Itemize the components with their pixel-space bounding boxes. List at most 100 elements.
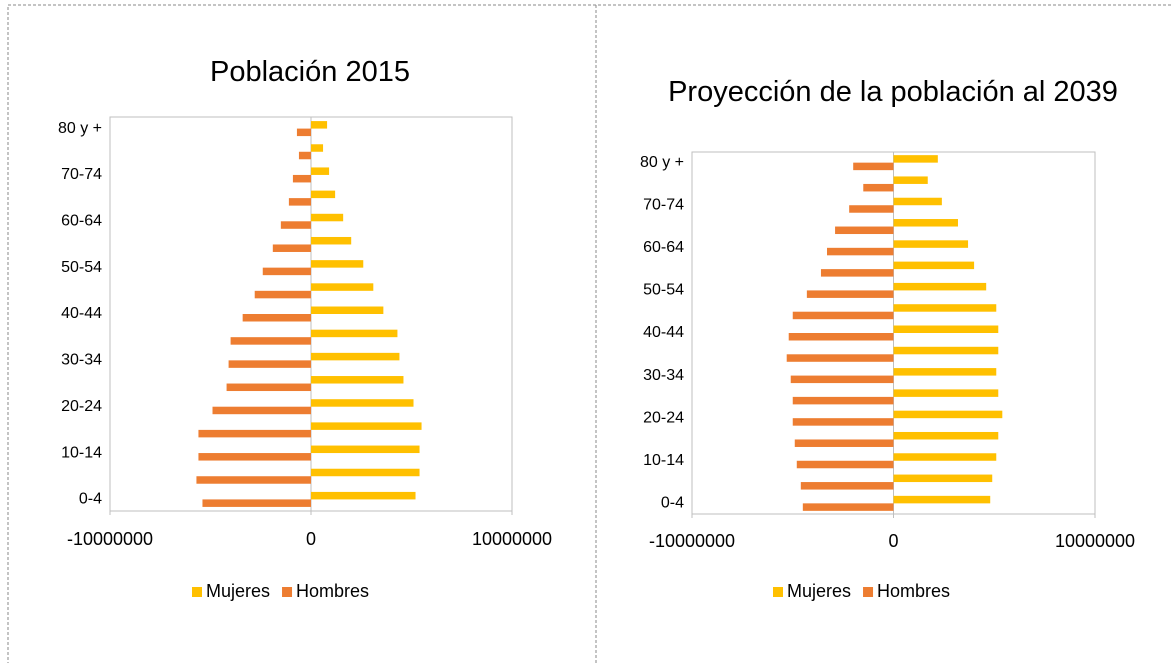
y-tick-label: 40-44 [643,324,684,341]
bar [311,491,416,500]
legend-swatch [863,587,874,597]
bar [849,205,894,213]
bar [198,453,311,461]
legend-swatch [773,587,783,597]
y-tick-label: 70-74 [643,196,684,213]
bar [893,155,938,163]
bar [254,290,311,299]
bar [228,360,311,368]
y-tick-label: 70-74 [61,166,102,183]
bar [893,219,958,227]
bar [280,221,311,229]
bar [893,261,975,270]
bar [863,183,894,192]
y-tick-label: 30-34 [643,367,684,384]
y-tick-label: 50-54 [643,282,684,299]
bar [262,267,311,276]
y-tick-label: 60-64 [61,213,102,230]
bar [230,337,311,345]
bar [292,174,311,183]
bar [893,431,999,440]
bar [311,352,400,361]
chart-title: Proyección de la población al 2039 [668,76,1118,108]
y-tick-label: 80 y + [58,120,102,137]
bar [311,399,414,407]
legend-label: Hombres [877,581,950,601]
bar [788,333,894,341]
bar [226,383,311,392]
bar [893,389,999,397]
y-tick-label: 0-4 [79,491,102,508]
bar [893,240,969,248]
legend-swatch [192,587,202,597]
bar [792,396,894,405]
y-tick-label: 0-4 [661,495,684,512]
bar [298,151,311,160]
bar [893,453,997,461]
bar [311,376,404,384]
bar [196,476,311,484]
y-tick-label: 40-44 [61,305,102,322]
bar [800,482,894,490]
bar [853,162,894,171]
y-tick-label: 80 y + [640,154,684,171]
x-tick-label: 0 [888,531,898,551]
bar [311,144,324,152]
bar [893,368,997,376]
bar [311,236,352,245]
bar [311,167,330,175]
bar [893,346,999,355]
x-tick-label: 10000000 [472,529,552,549]
bar [792,311,894,320]
bar [311,121,328,129]
bar [893,325,999,333]
page-border [7,4,1172,663]
legend-label: Mujeres [787,581,851,601]
bar [311,422,422,430]
bar [311,468,420,477]
x-tick-label: -10000000 [67,529,153,549]
y-tick-label: 10-14 [61,444,102,461]
bar [893,474,993,483]
bar [786,354,894,362]
y-tick-label: 20-24 [61,398,102,415]
bar [893,410,1003,419]
legend-swatch [282,587,293,597]
bar [212,406,311,415]
bar [311,283,374,291]
y-tick-label: 60-64 [643,239,684,256]
bar [198,429,311,438]
bar [311,306,384,314]
bar [311,329,398,338]
x-tick-label: 0 [306,529,316,549]
bar [802,503,894,511]
bar [806,290,894,298]
bar [202,499,311,507]
x-tick-label: 10000000 [1055,531,1135,551]
bar [272,244,311,252]
bar [796,460,894,469]
y-tick-label: 50-54 [61,259,102,276]
bar [893,282,987,291]
x-tick-label: -10000000 [649,531,735,551]
bar [790,375,894,384]
bar [893,197,942,206]
legend-label: Mujeres [206,581,270,601]
y-tick-label: 10-14 [643,452,684,469]
bar [794,439,894,447]
bar [311,445,420,454]
bar [893,176,928,184]
bar [311,190,336,199]
y-tick-label: 30-34 [61,352,102,369]
bar [827,247,894,256]
bar [288,198,311,206]
bar [820,269,894,277]
bar [893,304,997,312]
chart-title: Población 2015 [210,56,410,88]
bar [835,226,894,235]
bar [296,128,311,137]
bar [311,260,364,268]
legend-label: Hombres [296,581,369,601]
